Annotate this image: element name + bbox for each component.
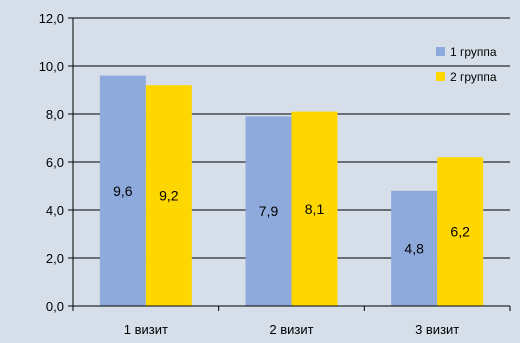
legend: 1 группа 2 группа (436, 45, 497, 84)
bar (145, 85, 192, 306)
legend-label: 2 группа (450, 70, 497, 84)
data-label: 4,8 (404, 240, 424, 256)
data-label: 8,1 (305, 201, 325, 217)
data-label: 9,2 (159, 188, 179, 204)
y-axis-tick-labels: 0,0 2,0 4,0 6,0 8,0 10,0 12,0 (39, 11, 64, 314)
x-tick-label: 2 визит (269, 322, 313, 337)
x-axis-tick-labels: 1 визит 2 визит 3 визит (124, 322, 460, 337)
legend-label: 1 группа (450, 45, 497, 59)
bar (437, 157, 484, 306)
y-tick-label: 4,0 (46, 203, 64, 218)
y-tick-label: 12,0 (39, 11, 64, 26)
data-labels: 9,6 9,2 7,9 8,1 4,8 6,2 (113, 183, 470, 257)
bar (99, 75, 146, 306)
y-tick-label: 10,0 (39, 59, 64, 74)
axes (68, 17, 511, 311)
x-tick-label: 1 визит (124, 322, 168, 337)
bars (99, 75, 484, 307)
legend-swatch (436, 47, 445, 56)
x-tick-label: 3 визит (415, 322, 459, 337)
bar (391, 190, 438, 306)
data-label: 7,9 (259, 203, 279, 219)
y-tick-label: 0,0 (46, 299, 64, 314)
data-label: 9,6 (113, 183, 133, 199)
legend-swatch (436, 72, 445, 81)
bar (291, 111, 338, 306)
data-label: 6,2 (450, 224, 470, 240)
y-tick-label: 6,0 (46, 155, 64, 170)
bar (245, 116, 292, 307)
y-tick-label: 2,0 (46, 251, 64, 266)
y-tick-label: 8,0 (46, 107, 64, 122)
